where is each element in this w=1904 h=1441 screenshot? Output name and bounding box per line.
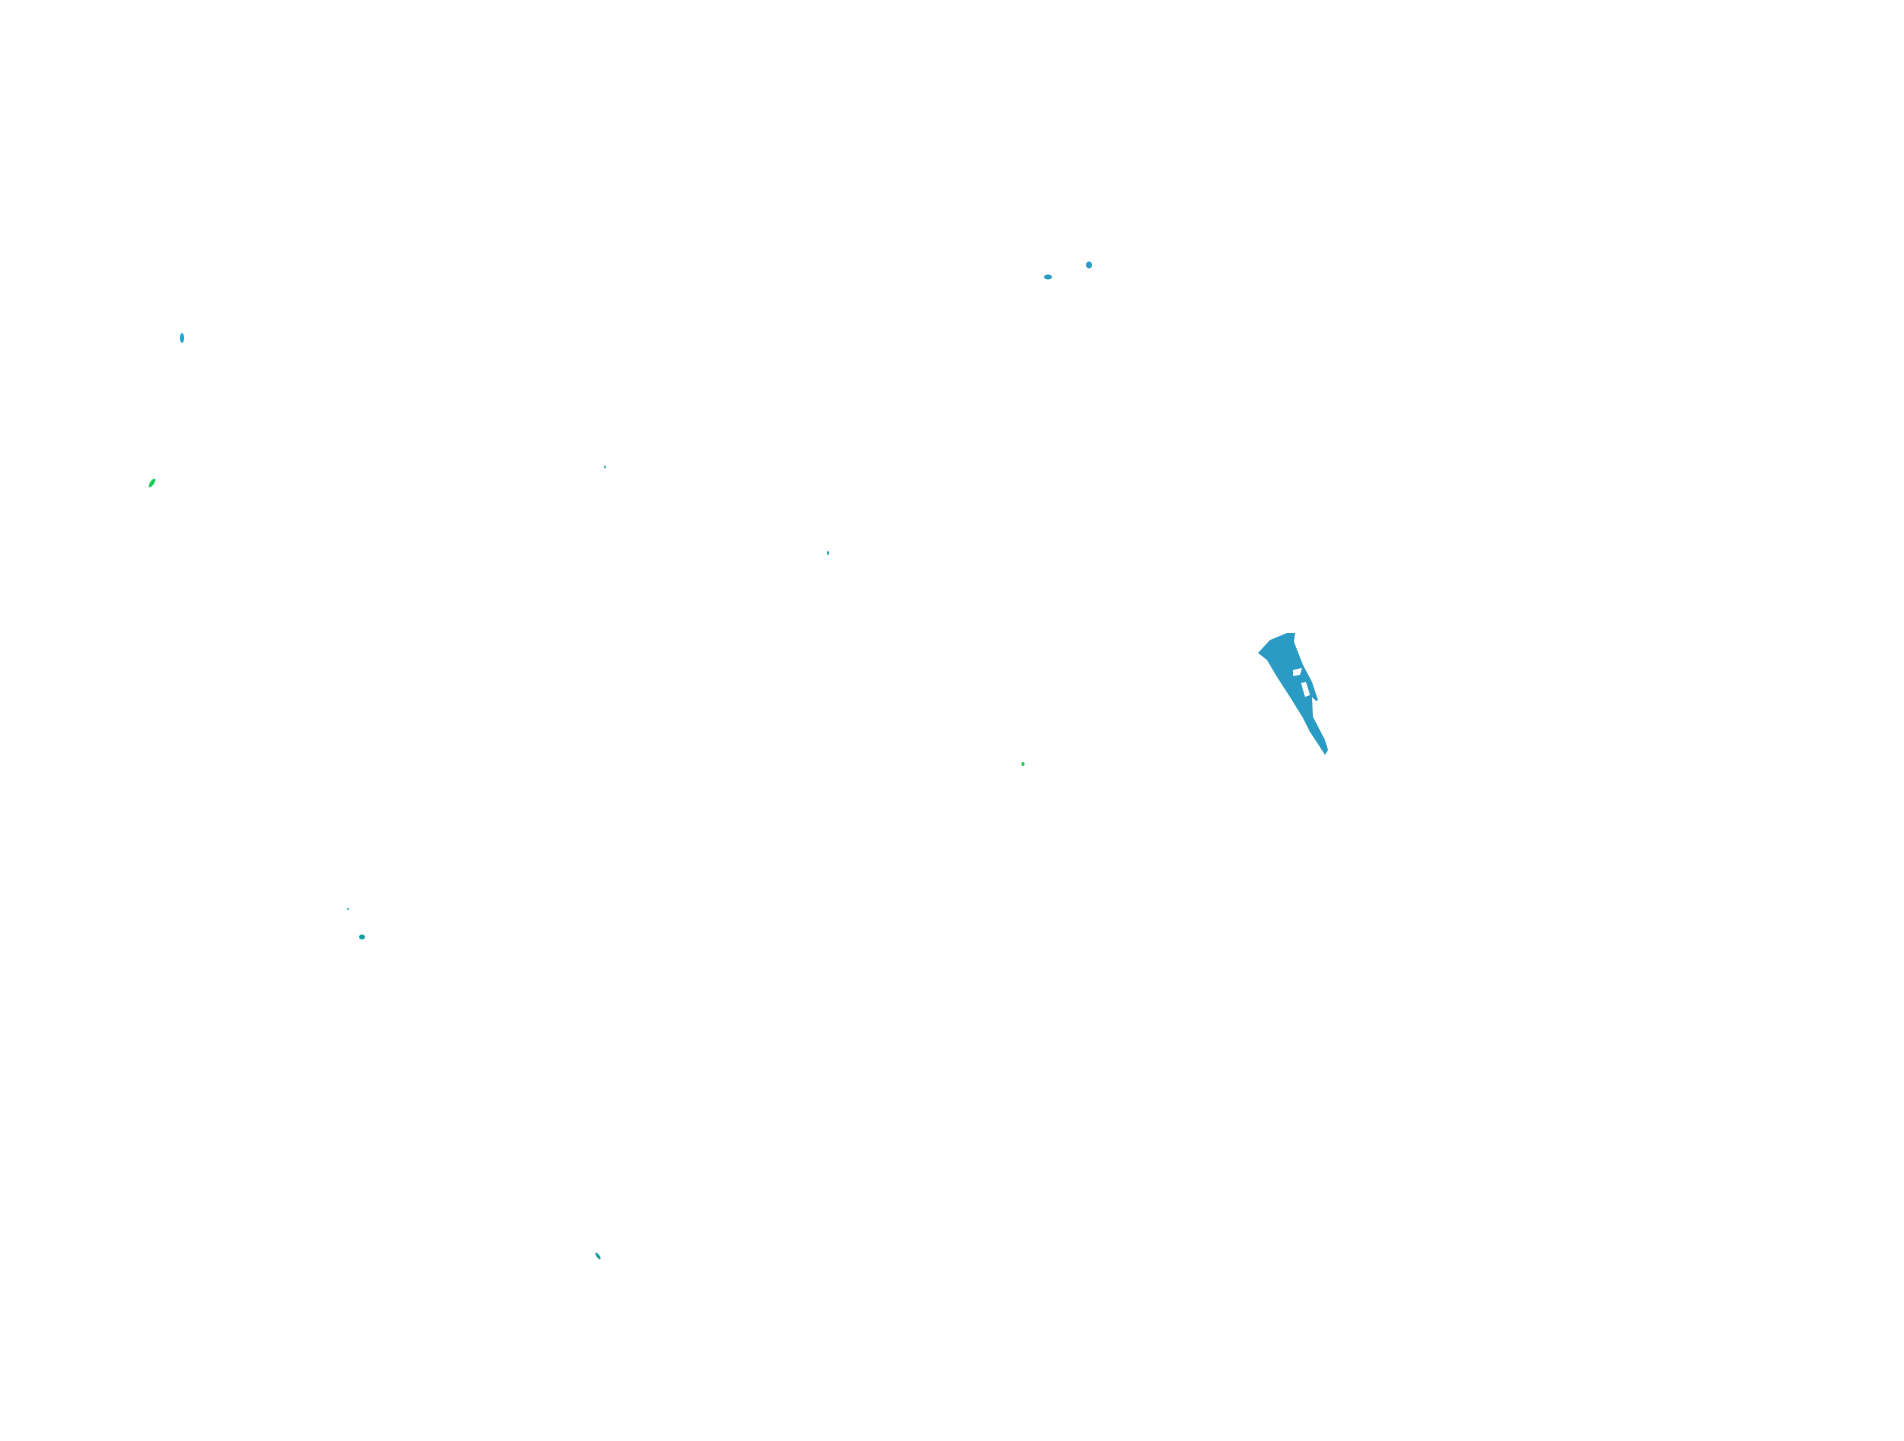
small-teal-fragment — [595, 1252, 601, 1260]
small-teal-fragment — [359, 934, 365, 940]
small-blue-fragment — [180, 333, 184, 343]
small-green-fragment — [148, 478, 156, 488]
small-green-fragment — [1021, 762, 1025, 766]
small-teal-fragment — [347, 907, 349, 911]
small-teal-fragment — [604, 465, 606, 469]
small-blue-fragment — [1044, 274, 1052, 280]
main-blue-region — [1258, 633, 1328, 755]
small-blue-fragment — [827, 551, 829, 555]
small-blue-fragment — [1086, 261, 1092, 269]
